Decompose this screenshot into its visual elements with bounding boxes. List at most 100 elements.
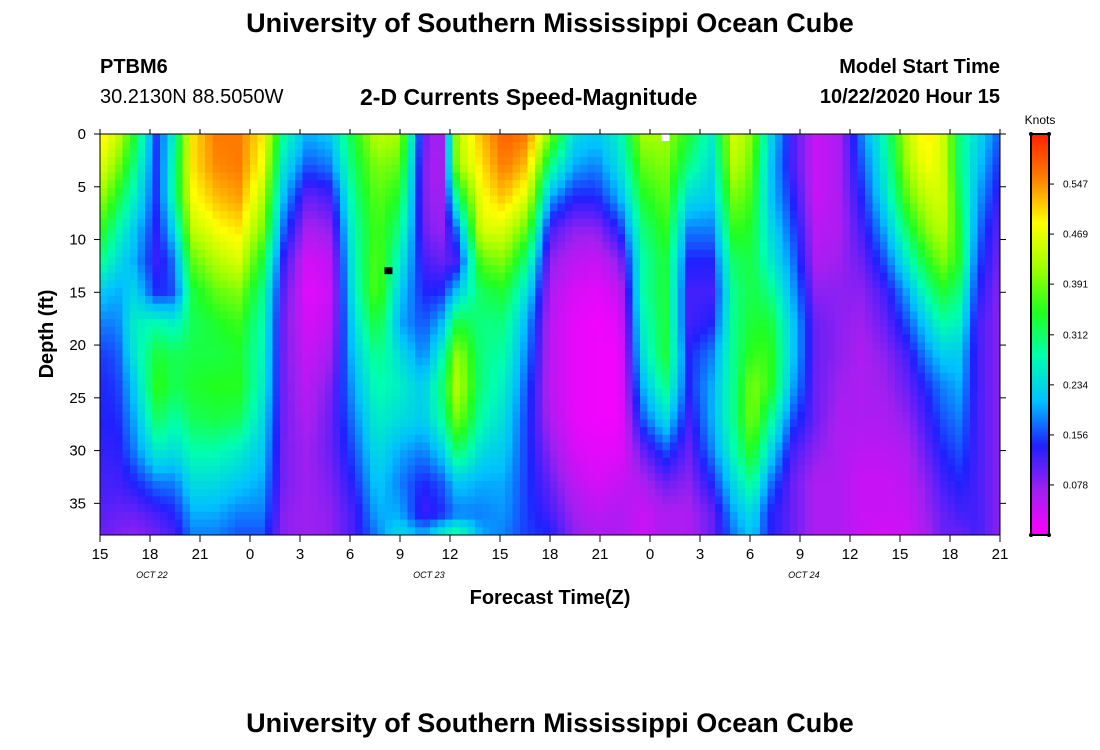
heatmap-cell <box>730 373 739 382</box>
heatmap-cell <box>527 234 536 243</box>
heatmap-cell <box>257 334 266 343</box>
heatmap-cell <box>595 388 604 397</box>
heatmap-cell <box>685 211 694 220</box>
heatmap-cell <box>265 442 274 451</box>
heatmap-cell <box>265 465 274 474</box>
heatmap-cell <box>227 141 236 151</box>
heatmap-cell <box>190 380 199 390</box>
heatmap-cell <box>415 434 424 444</box>
heatmap-cell <box>377 218 386 228</box>
heatmap-cell <box>632 519 641 528</box>
heatmap-cell <box>580 226 589 235</box>
heatmap-cell <box>130 326 139 336</box>
heatmap-cell <box>115 380 124 390</box>
heatmap-cell <box>692 164 701 174</box>
heatmap-cell <box>280 349 289 359</box>
heatmap-cell <box>377 396 386 405</box>
heatmap-cell <box>452 519 461 528</box>
heatmap-cell <box>655 365 664 374</box>
heatmap-cell <box>392 373 401 382</box>
heatmap-cell <box>107 311 116 320</box>
heatmap-cell <box>197 427 206 436</box>
heatmap-cell <box>107 504 116 513</box>
heatmap-cell <box>122 319 131 328</box>
heatmap-cell <box>490 488 499 498</box>
heatmap-cell <box>242 226 251 235</box>
heatmap-cell <box>505 141 514 151</box>
heatmap-cell <box>430 180 439 189</box>
heatmap-cell <box>760 373 769 382</box>
heatmap-cell <box>115 504 124 513</box>
heatmap-cell <box>610 519 619 528</box>
heatmap-cell <box>467 388 476 397</box>
heatmap-cell <box>445 265 454 274</box>
heatmap-cell <box>400 457 409 467</box>
heatmap-cell <box>572 265 581 274</box>
heatmap-cell <box>152 488 161 498</box>
heatmap-cell <box>145 226 154 235</box>
heatmap-cell <box>700 365 709 374</box>
heatmap-cell <box>542 211 551 220</box>
heatmap-cell <box>362 473 371 482</box>
heatmap-cell <box>535 226 544 235</box>
heatmap-cell <box>385 172 394 181</box>
heatmap-cell <box>370 295 379 305</box>
heatmap-cell <box>527 488 536 498</box>
heatmap-cell <box>250 357 259 366</box>
heatmap-cell <box>100 342 109 351</box>
heatmap-cell <box>557 442 566 451</box>
heatmap-cell <box>152 519 161 528</box>
heatmap-cell <box>625 373 634 382</box>
heatmap-cell <box>167 195 176 204</box>
heatmap-cell <box>347 234 356 243</box>
heatmap-cell <box>460 241 469 251</box>
heatmap-cell <box>475 411 484 420</box>
heatmap-cell <box>332 195 341 204</box>
heatmap-cell <box>617 442 626 451</box>
heatmap-cell <box>212 295 221 305</box>
heatmap-cell <box>355 180 364 189</box>
heatmap-cell <box>400 234 409 243</box>
heatmap-cell <box>377 504 386 513</box>
heatmap-cell <box>115 249 124 258</box>
heatmap-cell <box>272 319 281 328</box>
heatmap-cell <box>610 527 619 535</box>
heatmap-cell <box>655 450 664 459</box>
heatmap-cell <box>205 272 214 282</box>
heatmap-cell <box>782 187 791 197</box>
heatmap-cell <box>685 234 694 243</box>
heatmap-cell <box>302 511 311 521</box>
heatmap-cell <box>760 334 769 343</box>
heatmap-cell <box>662 411 671 420</box>
heatmap-cell <box>715 427 724 436</box>
heatmap-cell <box>722 311 731 320</box>
heatmap-cell <box>122 280 131 289</box>
heatmap-cell <box>310 373 319 382</box>
heatmap-cell <box>310 496 319 505</box>
heatmap-cell <box>647 141 656 151</box>
heatmap-cell <box>235 172 244 181</box>
heatmap-cell <box>452 272 461 282</box>
heatmap-cell <box>730 496 739 505</box>
heatmap-cell <box>362 357 371 366</box>
heatmap-cell <box>565 265 574 274</box>
heatmap-cell <box>400 388 409 397</box>
heatmap-cell <box>467 496 476 505</box>
heatmap-cell <box>550 218 559 228</box>
heatmap-cell <box>227 180 236 189</box>
heatmap-cell <box>790 496 799 505</box>
heatmap-cell <box>212 288 221 297</box>
heatmap-cell <box>692 249 701 258</box>
heatmap-cell <box>490 164 499 174</box>
heatmap-cell <box>565 396 574 405</box>
heatmap-cell <box>332 357 341 366</box>
heatmap-cell <box>145 427 154 436</box>
heatmap-cell <box>505 134 514 143</box>
heatmap-cell <box>587 342 596 351</box>
heatmap-cell <box>422 218 431 228</box>
heatmap-cell <box>430 496 439 505</box>
heatmap-cell <box>692 450 701 459</box>
heatmap-cell <box>602 403 611 413</box>
heatmap-cell <box>257 465 266 474</box>
heatmap-cell <box>632 226 641 235</box>
